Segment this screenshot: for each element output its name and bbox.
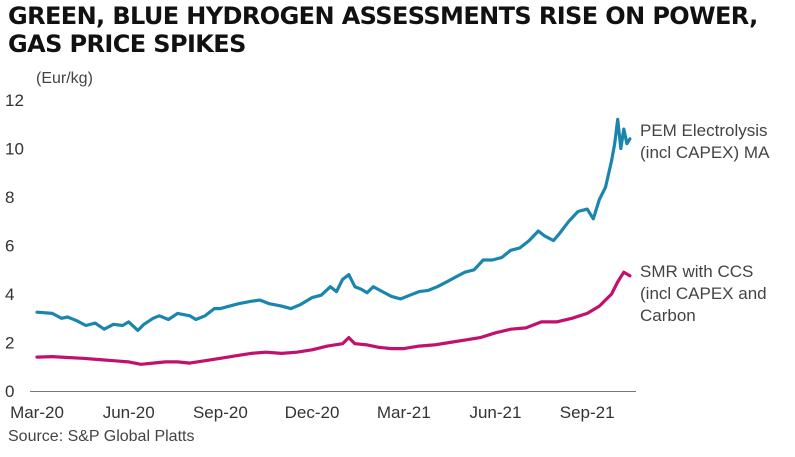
smr-ccs-line — [35, 270, 632, 366]
source-note: Source: S&P Global Platts — [8, 428, 195, 445]
pem-electrolysis-line — [35, 117, 632, 332]
y-axis: 0 2 4 6 8 10 12 — [5, 91, 24, 401]
x-tick-label: Sep-20 — [193, 403, 248, 422]
chart-title: GREEN, BLUE HYDROGEN ASSESSMENTS RISE ON… — [8, 2, 788, 58]
pem-electrolysis-label: PEM Electrolysis (incl CAPEX) MA — [640, 121, 770, 162]
y-tick-label: 2 — [5, 334, 14, 353]
series-labels: PEM Electrolysis (incl CAPEX) MA SMR with … — [640, 121, 770, 325]
smr-ccs-label: SMR with CCS (incl CAPEX and Carbon — [640, 262, 767, 325]
y-tick-label: 12 — [5, 91, 24, 110]
x-tick-label: Dec-20 — [285, 403, 340, 422]
y-tick-label: 6 — [5, 237, 14, 256]
x-axis: Mar-20 Jun-20 Sep-20 Dec-20 Mar-21 Jun-21 Sep-… — [10, 391, 636, 422]
y-tick-label: 0 — [5, 382, 14, 401]
x-tick-label: Mar-20 — [10, 403, 64, 422]
series-lines — [35, 117, 632, 366]
chart-title-line-1: GREEN, BLUE HYDROGEN ASSESSMENTS RISE ON… — [8, 2, 758, 30]
x-tick-label: Mar-21 — [377, 403, 431, 422]
y-tick-label: 4 — [5, 285, 14, 304]
chart-title-line-2: GAS PRICE SPIKES — [8, 30, 246, 58]
x-tick-label: Jun-20 — [103, 403, 155, 422]
y-tick-label: 10 — [5, 140, 24, 159]
y-tick-label: 8 — [5, 188, 14, 207]
x-tick-label: Sep-21 — [560, 403, 615, 422]
x-tick-label: Jun-21 — [469, 403, 521, 422]
y-axis-unit-label: (Eur/kg) — [36, 70, 93, 87]
